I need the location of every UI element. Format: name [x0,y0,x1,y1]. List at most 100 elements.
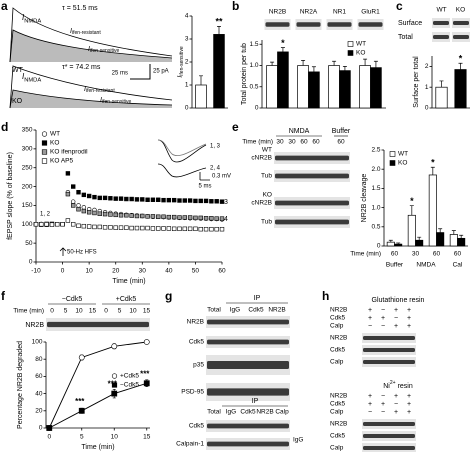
label: Cdk5 [189,339,205,346]
label: − [394,315,398,322]
y-tick-label: 100 [22,221,33,228]
bar [386,241,395,247]
x-axis-label: Time (min) [112,278,145,285]
marker [92,210,97,216]
label: − [394,401,398,408]
category-label: KO [456,7,465,14]
label: IP [254,295,261,302]
y-tick-label: 150 [22,202,33,209]
significance: * [431,158,435,168]
text-part: resin [396,383,413,390]
category-label: GluR1 [361,9,380,16]
marker [129,213,134,218]
marker [97,195,102,201]
label: NMDA [289,128,310,135]
y-tick-label: 0 [425,105,429,112]
panel-letter: e [232,120,239,134]
label: Calp [330,323,344,330]
marker [134,225,140,231]
marker [108,212,113,217]
label: 5 [64,308,68,315]
marker [65,191,71,197]
marker [41,131,48,137]
marker [81,223,87,229]
label: 1, 3 [210,144,221,150]
marker [161,214,166,219]
text-part: ifen-sensitive [90,48,120,54]
label: INMDA [22,72,41,83]
bar [297,65,309,109]
marker [49,222,55,227]
label: 0.3 mV [212,174,231,180]
marker [150,214,156,219]
y-tick-label: 3 [185,36,189,43]
marker [145,225,150,231]
y-tick-label: 0 [255,105,259,112]
y-tick-label: 2 [185,59,189,66]
marker [140,225,145,231]
error-bar [409,205,414,216]
label: cNR2B [251,200,272,207]
y-tick-label: 2 [425,63,429,70]
marker [156,214,161,219]
marker [78,407,85,414]
marker [108,225,113,230]
label: + [394,323,398,330]
marker [71,222,76,227]
marker [118,213,124,218]
marker [124,225,129,230]
marker [111,382,118,388]
label: 25 ms [112,71,128,77]
blot-band [275,155,349,161]
marker [111,373,118,379]
series-line [48,341,147,429]
x-tick-label: 50 [192,268,200,275]
y-tick-label: 250 [22,164,33,171]
label: p35 [193,362,204,369]
label: IgG [226,409,236,416]
label: Cdk5 [330,347,346,354]
bar [277,51,289,109]
marker [65,218,71,223]
legend-label: KO [50,140,59,147]
group-label: NMDA [416,262,436,269]
trace-fill [10,30,172,62]
label: INMDA [22,13,41,24]
y-tick-label: 20 [35,408,43,415]
label: 60 [337,139,345,146]
marker [44,222,49,227]
marker [203,226,209,232]
label: NR2B [330,421,347,428]
x-tick-label: 10 [86,268,94,275]
marker [161,197,166,203]
marker [124,213,129,218]
error-bar [459,234,464,239]
label: − [381,307,385,314]
y-tick-label: 0 [377,243,381,250]
label: KO [263,192,272,199]
bar [454,69,467,109]
marker [113,225,118,230]
blot-band [453,35,469,39]
marker [198,215,203,221]
label: NR2B [256,409,273,416]
label: NR2B [330,335,347,342]
y-tick-label: 1 [185,82,189,89]
blot-band [433,35,449,39]
text-part: ifen-sensitive [179,46,185,76]
blot-band [47,321,149,328]
scale-bar [199,172,210,181]
legend-label: +Cdk5 [120,373,139,380]
traces-a [9,7,173,109]
label: + [407,315,411,322]
trace [9,65,173,109]
marker [41,140,48,146]
trace [157,139,207,163]
marker [102,225,108,230]
blot-band [363,446,415,450]
marker [150,226,156,231]
marker [209,216,214,221]
y-tick-label: 1.0 [371,204,380,211]
significance: * [459,54,463,64]
blot-band [363,422,415,426]
